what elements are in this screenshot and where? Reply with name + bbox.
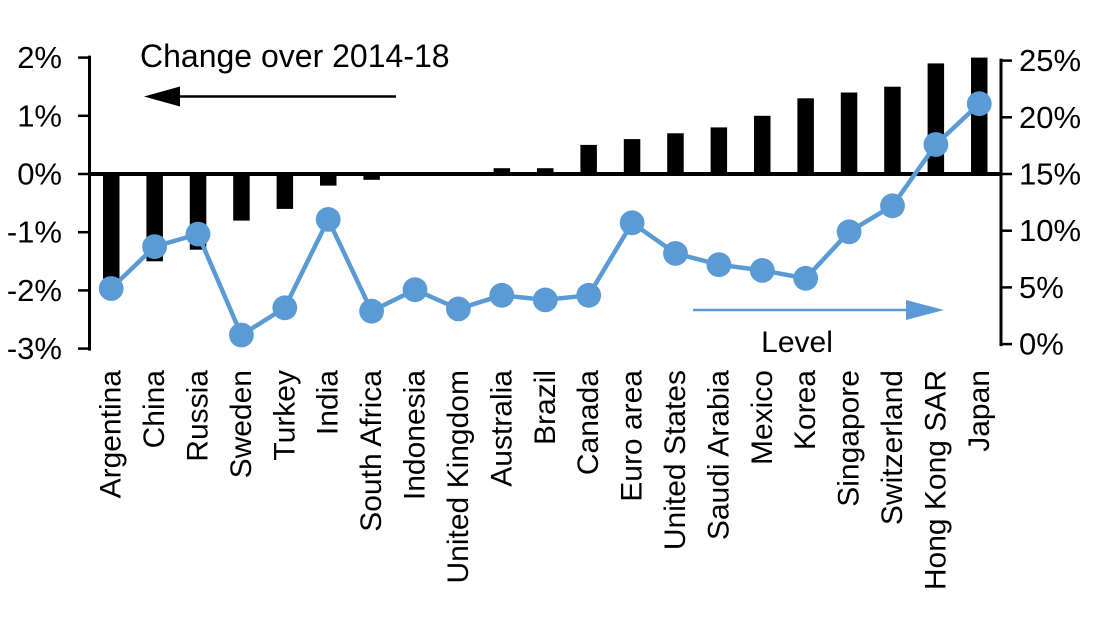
category-label: Turkey (268, 370, 301, 461)
category-label: Sweden (225, 370, 258, 478)
left-axis-tick-label: 2% (17, 40, 62, 75)
marker-canada (576, 282, 602, 308)
marker-united-kingdom (446, 296, 471, 322)
bar-switzerland (884, 86, 901, 174)
bar-euro-area (623, 139, 641, 174)
category-label: Switzerland (876, 370, 909, 525)
marker-mexico (749, 258, 775, 283)
right-axis-tick-label: 15% (1019, 157, 1081, 192)
bar-korea (797, 98, 814, 174)
marker-switzerland (880, 193, 905, 219)
left-axis: 2% 1% 0% -1% -2% -3% (7, 40, 91, 366)
right-axis: 25% 20% 15% 10% 5% 0% (999, 43, 1081, 362)
marker-russia (185, 221, 211, 247)
left-axis-tick-label: -3% (7, 331, 62, 366)
left-axis-tick-label: 0% (17, 157, 62, 192)
category-label: Argentina (95, 370, 128, 499)
category-label: Brazil (529, 370, 562, 445)
bar-hong-kong-sar (927, 63, 945, 174)
category-label: Hong Kong SAR (919, 370, 952, 590)
marker-euro-area (619, 210, 645, 236)
right-axis-tick-label: 0% (1019, 327, 1064, 362)
bar-australia (493, 168, 511, 174)
right-axis-tick-label: 20% (1019, 100, 1081, 135)
category-label: Indonesia (399, 370, 432, 500)
marker-turkey (272, 295, 298, 321)
marker-argentina (98, 276, 124, 301)
right-arrowhead-icon (906, 300, 944, 320)
category-label: United States (659, 370, 692, 550)
bar-saudi-arabia (710, 127, 728, 174)
category-label: Korea (789, 370, 822, 450)
left-axis-tick-label: -2% (7, 273, 62, 308)
right-axis-tick-label: 25% (1019, 43, 1081, 78)
category-label: Japan (963, 370, 996, 452)
bar-india (320, 174, 337, 186)
category-label: Australia (485, 370, 518, 487)
marker-united-states (663, 241, 688, 266)
bar-argentina (103, 174, 120, 279)
category-label: China (138, 370, 171, 449)
category-label: Russia (182, 370, 215, 462)
bars-series (103, 57, 988, 279)
marker-south-africa (359, 298, 384, 324)
category-label: Euro area (616, 370, 649, 502)
bar-singapore (840, 92, 858, 174)
bar-turkey (276, 174, 294, 209)
marker-hong-kong-sar (923, 132, 949, 157)
left-axis-tick-label: 1% (17, 98, 62, 133)
category-label: Mexico (746, 370, 779, 465)
level-annotation-label: Level (761, 326, 833, 359)
left-arrowhead-icon (144, 86, 180, 107)
bar-sweden (233, 174, 250, 221)
marker-japan (966, 91, 992, 117)
category-label: South Africa (355, 370, 388, 532)
marker-indonesia (402, 277, 428, 303)
category-label: Canada (572, 370, 605, 475)
right-axis-tick-label: 5% (1019, 270, 1064, 305)
category-labels: Argentina China Russia Sweden Turkey India Sou… (95, 370, 996, 590)
marker-china (142, 234, 168, 259)
marker-singapore (836, 219, 862, 245)
bar-united-states (667, 133, 684, 174)
right-axis-tick-label: 10% (1019, 213, 1081, 248)
bar-mexico (754, 115, 771, 174)
category-label: Singapore (833, 370, 866, 507)
bar-south-africa (363, 174, 380, 180)
level-markers (98, 91, 992, 348)
marker-saudi-arabia (706, 252, 732, 278)
marker-sweden (229, 322, 254, 348)
marker-india (315, 207, 341, 232)
level-annotation: Level (693, 300, 944, 359)
change-annotation-label: Change over 2014-18 (140, 38, 450, 74)
left-axis-tick-label: -1% (7, 215, 62, 250)
bar-brazil (537, 168, 554, 174)
marker-korea (793, 265, 819, 291)
marker-australia (489, 282, 515, 308)
marker-brazil (532, 287, 558, 313)
bar-canada (580, 144, 597, 174)
category-label: Saudi Arabia (702, 370, 735, 540)
change-annotation: Change over 2014-18 (140, 38, 450, 107)
category-label: United Kingdom (442, 370, 475, 583)
category-label: India (312, 370, 345, 435)
